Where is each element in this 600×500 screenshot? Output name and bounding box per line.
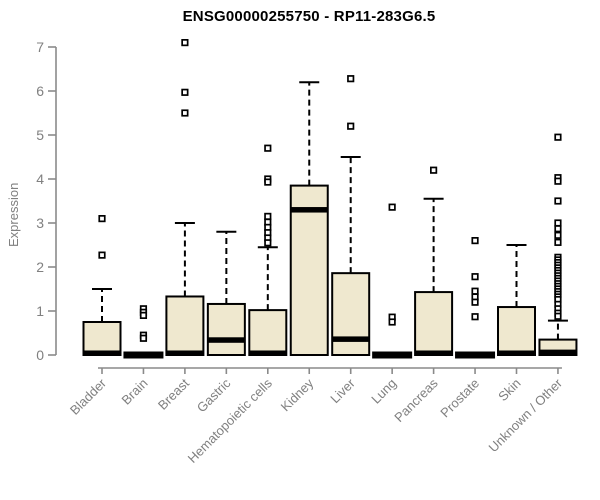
median-line [290,207,328,213]
median-line [498,350,535,356]
outlier-point [139,311,148,319]
collapsed-box [455,351,496,359]
outlier-point [264,144,272,152]
median-line [83,350,121,356]
x-tick-label: Skin [495,376,523,404]
iqr-box [248,309,288,356]
iqr-box [289,184,329,356]
iqr-box [497,306,536,357]
outlier-point [554,219,562,227]
iqr-box [165,295,205,357]
x-tick-label: Pancreas [391,375,441,425]
iqr-box [206,302,246,356]
x-tick-label: Lung [368,376,399,407]
median-line [249,350,287,356]
outlier-point [554,133,562,141]
outlier-point [347,75,355,83]
iqr-box [331,272,371,356]
outlier-point [554,238,562,246]
median-line [539,349,577,356]
x-tick-label: Kidney [278,375,317,414]
outlier-point [471,298,479,306]
outlier-point [347,122,355,130]
median-line [415,350,453,356]
median-line [166,350,204,356]
median-line [332,336,370,342]
y-tick-label: 0 [36,347,44,363]
y-tick-label: 6 [36,83,44,99]
outlier-point [264,178,272,186]
y-tick-label: 1 [36,303,44,319]
iqr-box [414,291,454,356]
outlier-point [98,215,106,223]
x-tick-label: Breast [155,375,192,412]
outlier-point [264,239,272,247]
outlier-point [388,318,396,326]
chart-title: ENSG00000255750 - RP11-283G6.5 [182,8,436,25]
outlier-point [554,177,562,185]
outlier-point [98,251,106,259]
outlier-point [554,231,562,239]
outlier-point [471,287,479,295]
outlier-point [554,197,562,205]
outlier-point [181,38,189,47]
x-tick-label: Brain [118,376,150,408]
outlier-point [181,109,189,117]
y-tick-label: 3 [36,215,44,231]
x-tick-label: Liver [327,375,358,406]
x-tick-label: Prostate [437,376,482,421]
outlier-point [471,273,479,281]
collapsed-box [372,351,413,359]
outlier-point [388,203,396,211]
outlier-point [264,212,272,220]
x-tick-label: Bladder [67,375,110,418]
median-line [207,337,245,343]
x-tick-label: Unknown / Other [485,375,565,455]
outlier-point [181,88,189,96]
outlier-point [471,313,479,321]
collapsed-box [123,351,164,359]
outlier-point [471,237,479,245]
y-tick-label: 4 [36,171,44,187]
outlier-point [554,312,562,320]
x-tick-label: Gastric [194,375,234,415]
y-tick-label: 2 [36,259,44,275]
outlier-point [139,334,148,342]
y-tick-label: 5 [36,127,44,143]
outlier-point [554,225,562,233]
iqr-box [82,321,122,356]
outlier-point [430,166,438,174]
y-tick-label: 7 [36,39,44,55]
